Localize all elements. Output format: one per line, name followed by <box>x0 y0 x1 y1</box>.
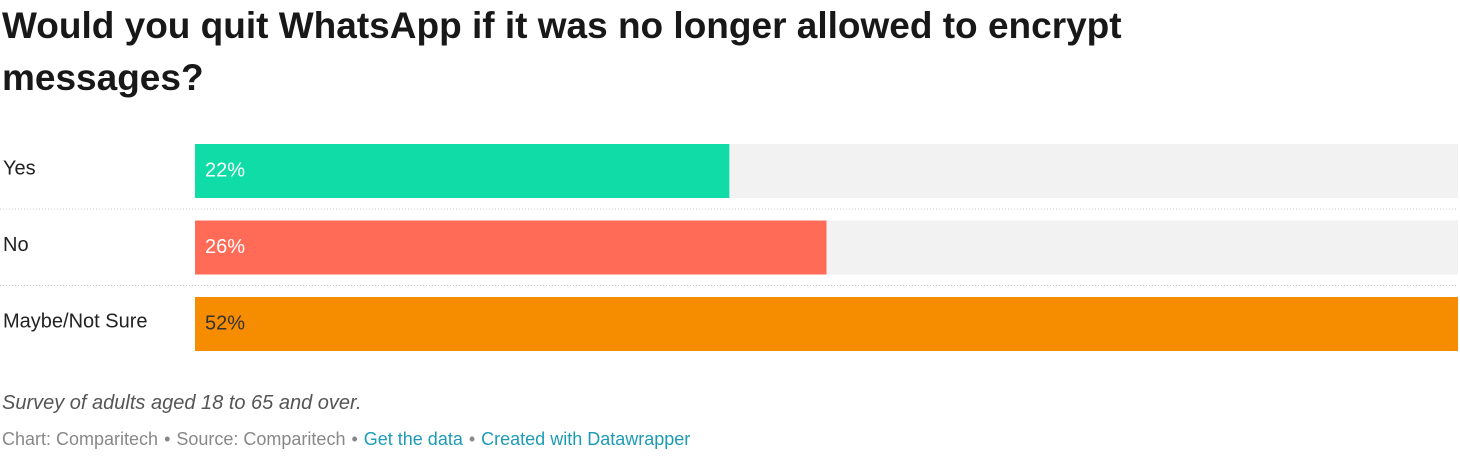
category-label: Maybe/Not Sure <box>3 310 148 332</box>
separator: • <box>351 429 358 449</box>
footer: Chart: Comparitech • Source: Comparitech • G… <box>2 429 690 450</box>
chart: Yes 22% No 26% Maybe/Not Sure 52% <box>0 144 1458 351</box>
value-label: 26% <box>205 236 245 258</box>
category-label: Yes <box>3 157 36 179</box>
datawrapper-link[interactable]: Created with Datawrapper <box>481 429 691 449</box>
separator: • <box>164 429 171 449</box>
bar <box>195 144 730 198</box>
separator: • <box>468 429 476 449</box>
get-data-link[interactable]: Get the data <box>363 429 463 449</box>
notes: Survey of adults aged 18 to 65 and over. <box>2 392 362 414</box>
bar <box>195 297 1458 351</box>
bar <box>195 220 827 275</box>
value-label: 52% <box>205 312 245 334</box>
category-label: No <box>3 234 29 256</box>
value-label: 22% <box>205 159 245 181</box>
source: Source: Comparitech <box>176 429 346 449</box>
chart-title: Would you quit WhatsApp if it was no lon… <box>2 5 1122 98</box>
chart-by: Chart: Comparitech <box>2 429 159 449</box>
